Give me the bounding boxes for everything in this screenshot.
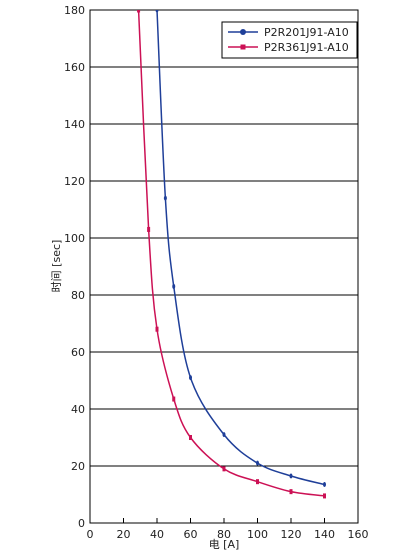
y-tick-label: 0 [78,517,85,530]
point [189,435,192,440]
y-tick-label: 180 [64,4,85,17]
point [289,489,293,495]
point [155,10,159,13]
legend-box [221,21,358,59]
y-tick-label: 160 [64,61,85,74]
y-tick-label: 60 [71,346,85,359]
x-tick-label: 40 [150,528,164,541]
x-tick-label: 0 [87,528,94,541]
point [323,493,326,499]
x-tick-label: 140 [314,528,335,541]
point [189,375,192,381]
point [163,195,167,201]
point [289,473,293,479]
legend-label: P2R361J91-A10 [264,41,349,54]
point [256,479,259,485]
x-tick-label: 20 [117,528,131,541]
point [222,432,226,438]
point [155,326,159,332]
legend-marker [240,44,246,50]
plot-area [137,10,326,499]
legend-marker [240,29,246,35]
series-line [156,10,325,486]
point [256,460,259,466]
x-tick-label: 100 [247,528,268,541]
legend-label: P2R201J91-A10 [264,26,349,39]
point [172,283,176,289]
y-tick-label: 140 [64,118,85,131]
point [323,482,326,488]
x-tick-label: 60 [184,528,198,541]
series-line [137,10,325,497]
x-tick-label: 160 [348,528,369,541]
plot-frame [89,9,359,524]
y-tick-label: 20 [71,460,85,473]
x-tick-label: 80 [217,528,231,541]
y-tick-label: 100 [64,232,85,245]
x-tick-label: 120 [281,528,302,541]
y-tick-label: 80 [71,289,85,302]
y-axis-label: 时间 [sec] [50,240,63,293]
point [137,10,141,13]
y-tick-label: 40 [71,403,85,416]
x-axis-label: 电 [A] [209,538,240,551]
point [172,396,176,402]
point [147,226,151,232]
y-tick-label: 120 [64,175,85,188]
point [222,466,226,472]
